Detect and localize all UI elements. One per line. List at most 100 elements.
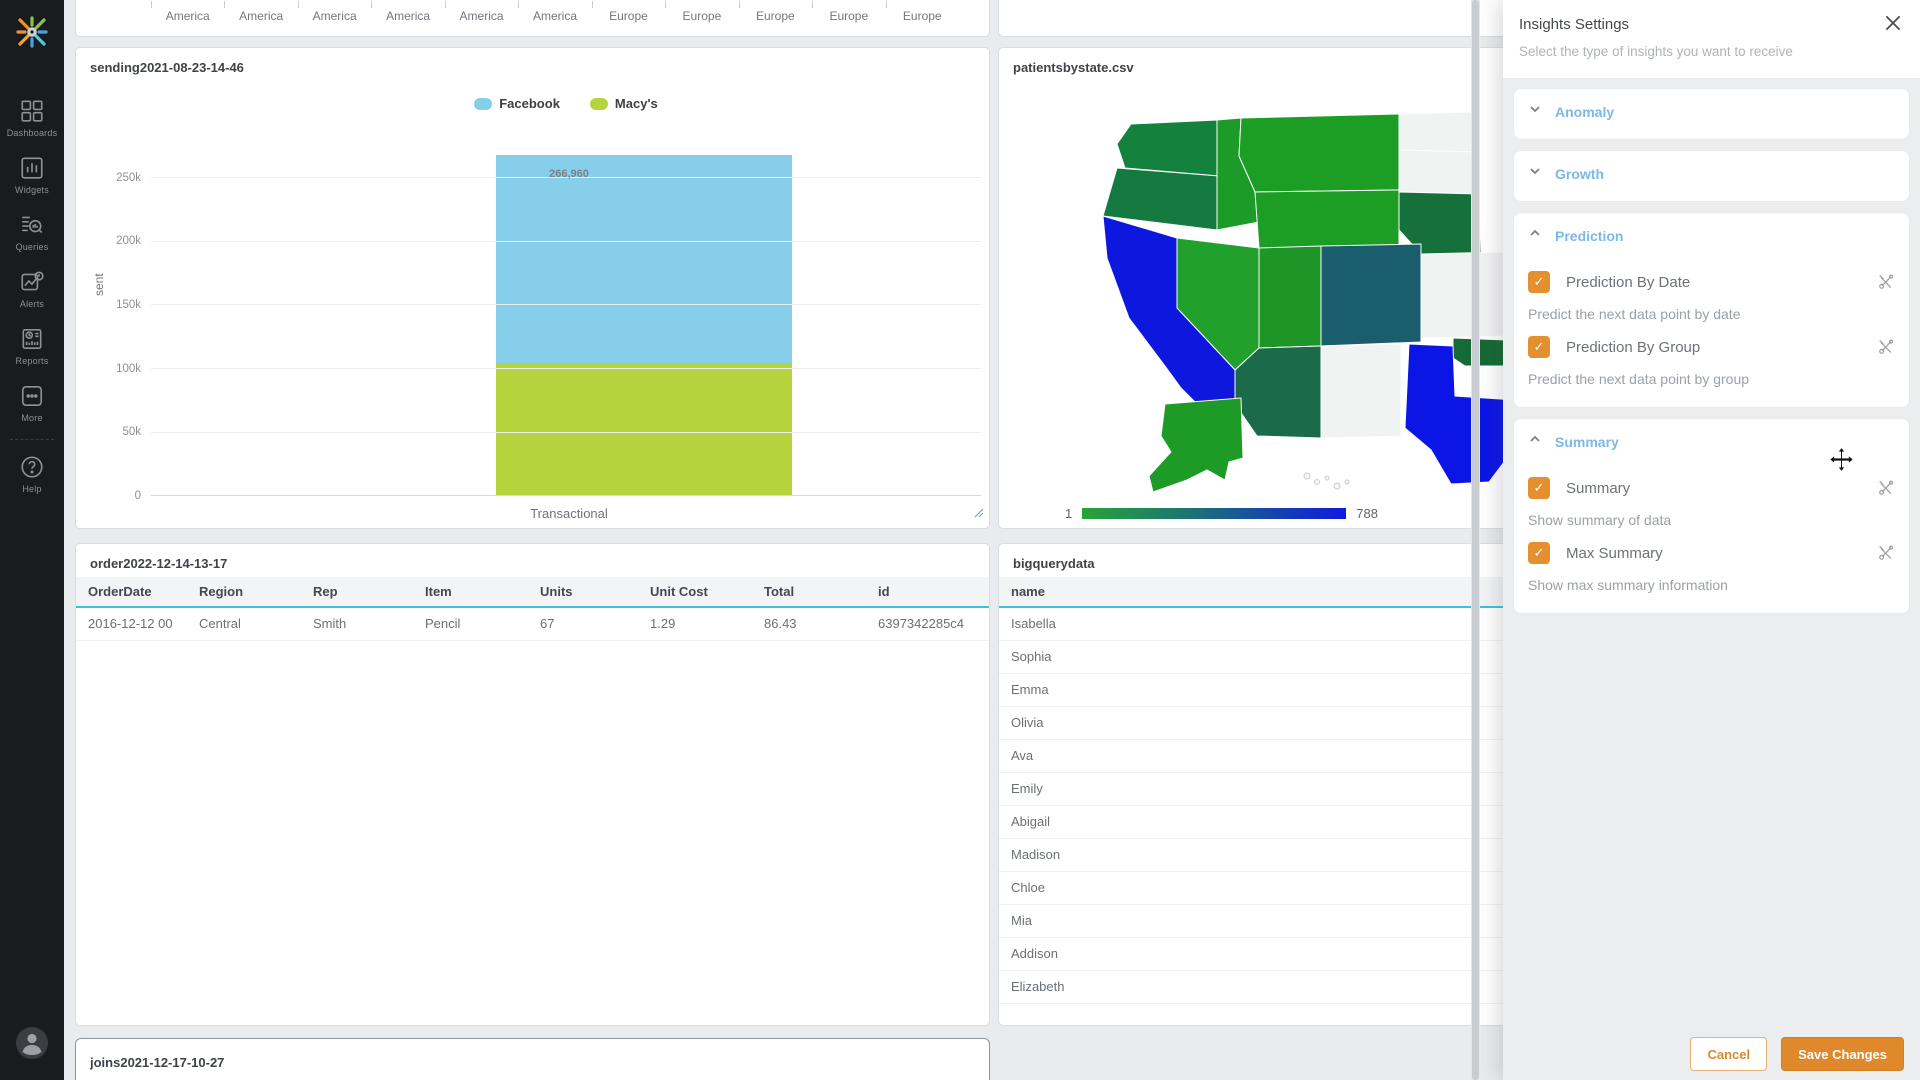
- table-cell: 86.43: [764, 616, 797, 631]
- column-header-units[interactable]: Units: [540, 584, 573, 599]
- checkbox-checked[interactable]: ✓: [1528, 336, 1550, 358]
- table-cell-name: Emma: [1011, 682, 1049, 697]
- sidebar-item-queries[interactable]: Queries: [0, 203, 64, 260]
- x-axis-label-text: America: [312, 9, 357, 23]
- table-row[interactable]: Elizabeth: [999, 971, 1557, 1004]
- table-cell: Pencil: [425, 616, 461, 631]
- y-axis-title: sent: [92, 273, 106, 296]
- bar-segment-macys[interactable]: [496, 362, 792, 495]
- dashboards-icon: [19, 98, 45, 124]
- widget-top-cutoff-chart[interactable]: America America America America America Ameri…: [75, 0, 990, 37]
- help-icon: [19, 454, 45, 480]
- resize-handle-icon[interactable]: [974, 505, 984, 523]
- sidebar-item-more[interactable]: More: [0, 374, 64, 431]
- close-icon[interactable]: [1882, 12, 1904, 34]
- vertical-scrollbar[interactable]: [1471, 0, 1480, 1080]
- bar-total-label: 266,960: [549, 168, 589, 180]
- column-header-id[interactable]: id: [878, 584, 890, 599]
- sidebar-item-label: Reports: [15, 356, 49, 366]
- insight-option-label: Prediction By Group: [1566, 338, 1701, 356]
- section-header-summary[interactable]: Summary: [1514, 419, 1909, 463]
- gridline: [151, 240, 981, 242]
- section-header-growth[interactable]: Growth: [1514, 151, 1909, 195]
- table-cell: 67: [540, 616, 555, 631]
- panel-footer: Cancel Save Changes: [1503, 1028, 1920, 1080]
- table-row[interactable]: Olivia: [999, 707, 1557, 740]
- checkbox-checked[interactable]: ✓: [1528, 542, 1550, 564]
- sidebar-item-dashboards[interactable]: Dashboards: [0, 89, 64, 146]
- table-cell-name: Emily: [1011, 781, 1043, 796]
- table-cell: 1.29: [650, 616, 676, 631]
- checkbox-checked[interactable]: ✓: [1528, 477, 1550, 499]
- axis-tick-mark: [812, 1, 814, 8]
- table-row[interactable]: Mia: [999, 905, 1557, 938]
- column-header-name[interactable]: name: [1011, 584, 1045, 599]
- legend-item[interactable]: Macy's: [589, 96, 658, 111]
- section-label: Anomaly: [1555, 103, 1615, 120]
- cancel-button[interactable]: Cancel: [1690, 1037, 1768, 1071]
- widget-order-table[interactable]: order2022-12-14-13-17 OrderDate Region Rep…: [75, 543, 990, 1026]
- app-logo-icon[interactable]: [12, 12, 52, 57]
- checkbox-checked[interactable]: ✓: [1528, 271, 1550, 293]
- more-icon: [19, 383, 45, 409]
- scrollbar-thumb[interactable]: [1472, 0, 1479, 1080]
- section-header-anomaly[interactable]: Anomaly: [1514, 89, 1909, 133]
- scale-gradient-bar: [1082, 508, 1347, 519]
- table-row[interactable]: Addison: [999, 938, 1557, 971]
- map-color-scale: 1 788: [1065, 506, 1378, 521]
- tools-icon[interactable]: [1877, 479, 1895, 497]
- table-row[interactable]: Sophia: [999, 641, 1557, 674]
- sidebar-item-reports[interactable]: Reports: [0, 317, 64, 374]
- widget-patients-map[interactable]: patientsbystate.csv: [998, 47, 1558, 529]
- column-header-total[interactable]: Total: [764, 584, 795, 599]
- insight-option-label: Prediction By Date: [1566, 273, 1691, 291]
- x-axis-label: Europe: [812, 1, 885, 23]
- sidebar-item-alerts[interactable]: Alerts: [0, 260, 64, 317]
- tools-icon[interactable]: [1877, 273, 1895, 291]
- widget-joins[interactable]: joins2021-12-17-10-27: [75, 1038, 990, 1080]
- sidebar-item-label: Queries: [15, 242, 49, 252]
- column-header-rep[interactable]: Rep: [313, 584, 338, 599]
- widget-top-right-cutoff[interactable]: [998, 0, 1558, 37]
- widget-sending-chart[interactable]: sending2021-08-23-14-46 Facebook Macy's s…: [75, 47, 990, 529]
- column-header-region[interactable]: Region: [199, 584, 244, 599]
- tools-icon[interactable]: [1877, 544, 1895, 562]
- table-row[interactable]: Abigail: [999, 806, 1557, 839]
- x-axis-label: Europe: [885, 1, 959, 23]
- table-row[interactable]: Madison: [999, 839, 1557, 872]
- bar-segment-facebook[interactable]: [496, 155, 792, 363]
- chevron-down-icon: [1528, 164, 1542, 183]
- panel-content: Anomaly Growth Prediction ✓ Prediction By Da…: [1503, 78, 1920, 1080]
- table-row[interactable]: Emma: [999, 674, 1557, 707]
- table-row[interactable]: Chloe: [999, 872, 1557, 905]
- widget-title: sending2021-08-23-14-46: [90, 60, 244, 75]
- sidebar-item-label: Widgets: [15, 185, 49, 195]
- x-axis-label-text: America: [459, 9, 504, 23]
- table-row[interactable]: Emily: [999, 773, 1557, 806]
- section-header-prediction[interactable]: Prediction: [1514, 213, 1909, 257]
- legend-item[interactable]: Facebook: [474, 96, 560, 111]
- sidebar-item-widgets[interactable]: Widgets: [0, 146, 64, 203]
- axis-tick-mark: [885, 1, 887, 8]
- sidebar-item-help[interactable]: Help: [0, 446, 64, 502]
- user-avatar[interactable]: [14, 1025, 50, 1066]
- column-header-orderdate[interactable]: OrderDate: [88, 584, 152, 599]
- axis-tick-mark: [738, 1, 740, 8]
- stacked-bar[interactable]: [496, 155, 792, 495]
- table-row[interactable]: Isabella: [999, 608, 1557, 641]
- table-row[interactable]: Ava: [999, 740, 1557, 773]
- tools-icon[interactable]: [1877, 338, 1895, 356]
- column-header-unit-cost[interactable]: Unit Cost: [650, 584, 708, 599]
- save-changes-button[interactable]: Save Changes: [1781, 1037, 1904, 1071]
- widget-bigquery-table[interactable]: bigquerydata name Isabella Sophia Emma Oliv…: [998, 543, 1558, 1026]
- x-axis-label: America: [518, 1, 591, 23]
- column-header-item[interactable]: Item: [425, 584, 452, 599]
- axis-tick-mark: [518, 1, 520, 8]
- table-row[interactable]: 2016-12-12 00 Central Smith Pencil 67 1.29 86.…: [76, 608, 989, 641]
- insights-section-summary: Summary ✓ Summary Show summary of data ✓ Max …: [1513, 418, 1910, 614]
- panel-title: Insights Settings: [1519, 16, 1630, 33]
- bar-chart-plot: 0 50k 100k 150k 200k 250k: [116, 155, 981, 502]
- axis-tick-mark: [224, 1, 226, 8]
- widget-title: bigquerydata: [1013, 556, 1095, 571]
- axis-tick-mark: [665, 1, 667, 8]
